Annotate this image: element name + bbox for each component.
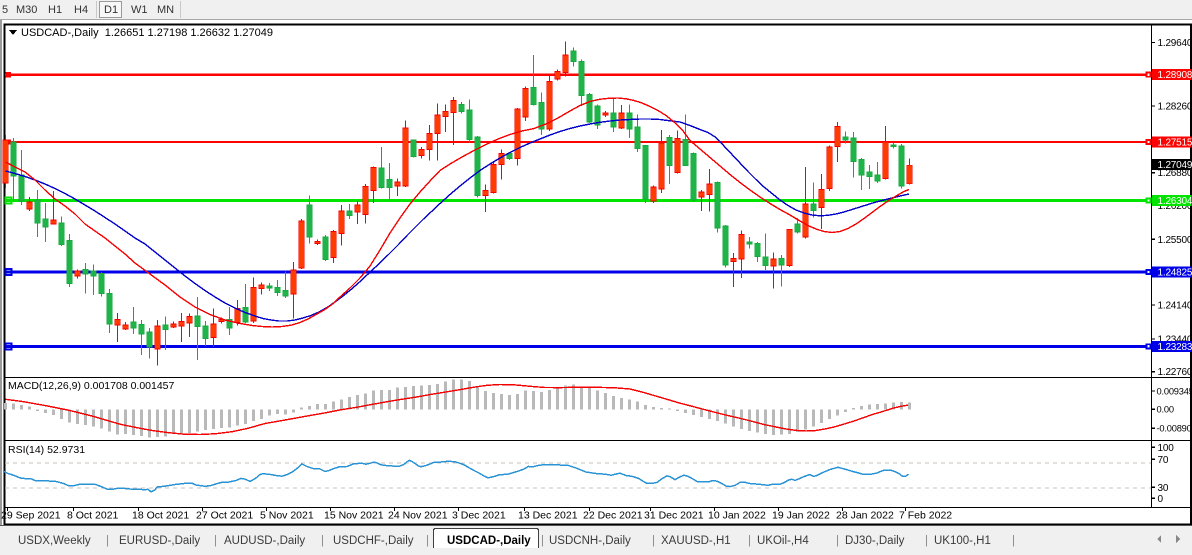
svg-text:EURUSD-,Daily: EURUSD-,Daily — [119, 535, 200, 547]
svg-text:W1: W1 — [131, 4, 148, 16]
svg-text:1.22760: 1.22760 — [1158, 367, 1192, 378]
svg-text:100: 100 — [1158, 443, 1175, 454]
svg-text:D1: D1 — [104, 4, 118, 16]
svg-text:1.24825: 1.24825 — [1158, 268, 1192, 279]
svg-text:AUDUSD-,Daily: AUDUSD-,Daily — [224, 535, 305, 547]
svg-text:10 Jan 2022: 10 Jan 2022 — [708, 510, 766, 522]
svg-text:5 Nov 2021: 5 Nov 2021 — [260, 510, 314, 522]
svg-text:29 Sep 2021: 29 Sep 2021 — [1, 510, 61, 522]
svg-text:15 Nov 2021: 15 Nov 2021 — [324, 510, 384, 522]
svg-text:1.23283: 1.23283 — [1158, 342, 1192, 353]
svg-text:XAUUSD-,H1: XAUUSD-,H1 — [661, 535, 731, 547]
svg-text:|: | — [748, 535, 751, 547]
svg-text:|: | — [541, 535, 544, 547]
svg-text:|: | — [214, 535, 217, 547]
svg-text:1.29640: 1.29640 — [1158, 38, 1192, 49]
svg-text:UKOil-,H4: UKOil-,H4 — [757, 535, 809, 547]
svg-text:|: | — [925, 535, 928, 547]
svg-text:1.27515: 1.27515 — [1158, 138, 1192, 149]
svg-text:MN: MN — [157, 4, 174, 16]
svg-text:19 Jan 2022: 19 Jan 2022 — [772, 510, 830, 522]
svg-text:USDX,Weekly: USDX,Weekly — [18, 535, 91, 547]
svg-text:-0.00890: -0.00890 — [1157, 424, 1192, 434]
svg-text:|: | — [1012, 535, 1015, 547]
svg-text:0: 0 — [1158, 494, 1164, 505]
svg-text:24 Nov 2021: 24 Nov 2021 — [388, 510, 448, 522]
svg-text:MACD(12,26,9) 0.001708 0.00145: MACD(12,26,9) 0.001708 0.001457 — [8, 380, 175, 392]
svg-text:5: 5 — [2, 4, 8, 16]
svg-text:1.28260: 1.28260 — [1158, 102, 1192, 113]
svg-text:1.26304: 1.26304 — [1158, 196, 1192, 207]
svg-text:|: | — [836, 535, 839, 547]
svg-text:7 Feb 2022: 7 Feb 2022 — [899, 510, 952, 522]
svg-text:USDCHF-,Daily: USDCHF-,Daily — [333, 535, 414, 547]
svg-text:H4: H4 — [74, 4, 88, 16]
svg-text:M30: M30 — [16, 4, 37, 16]
svg-text:31 Dec 2021: 31 Dec 2021 — [644, 510, 704, 522]
svg-text:|: | — [321, 535, 324, 547]
svg-text:USDCAD-,Daily: USDCAD-,Daily — [447, 535, 531, 547]
svg-text:1.24140: 1.24140 — [1158, 301, 1192, 312]
svg-text:USDCNH-,Daily: USDCNH-,Daily — [549, 535, 631, 547]
svg-text:22 Dec 2021: 22 Dec 2021 — [583, 510, 643, 522]
svg-text:1.23440: 1.23440 — [1158, 334, 1192, 345]
svg-text:USDCAD-,Daily 1.26651 1.27198: USDCAD-,Daily 1.26651 1.27198 1.26632 1.… — [21, 27, 273, 39]
svg-text:1.27049: 1.27049 — [1158, 160, 1192, 171]
svg-text:RSI(14) 52.9731: RSI(14) 52.9731 — [8, 444, 85, 456]
svg-text:DJ30-,Daily: DJ30-,Daily — [845, 535, 905, 547]
svg-text:1.25500: 1.25500 — [1158, 235, 1192, 246]
svg-text:18 Oct 2021: 18 Oct 2021 — [132, 510, 189, 522]
svg-text:13 Dec 2021: 13 Dec 2021 — [518, 510, 578, 522]
svg-text:UK100-,H1: UK100-,H1 — [934, 535, 991, 547]
svg-text:1.26880: 1.26880 — [1158, 168, 1192, 179]
svg-text:30: 30 — [1158, 483, 1169, 494]
svg-text:|: | — [426, 535, 429, 547]
svg-text:0.00: 0.00 — [1157, 405, 1174, 415]
svg-text:3 Dec 2021: 3 Dec 2021 — [452, 510, 506, 522]
svg-text:H1: H1 — [48, 4, 62, 16]
svg-text:0.009345: 0.009345 — [1157, 386, 1192, 396]
svg-text:|: | — [106, 535, 109, 547]
svg-text:|: | — [652, 535, 655, 547]
svg-text:27 Oct 2021: 27 Oct 2021 — [196, 510, 253, 522]
svg-text:70: 70 — [1158, 455, 1169, 466]
svg-text:1.28908: 1.28908 — [1158, 70, 1192, 81]
svg-text:1.26200: 1.26200 — [1158, 201, 1192, 212]
svg-text:28 Jan 2022: 28 Jan 2022 — [836, 510, 894, 522]
svg-text:8 Oct 2021: 8 Oct 2021 — [67, 510, 119, 522]
